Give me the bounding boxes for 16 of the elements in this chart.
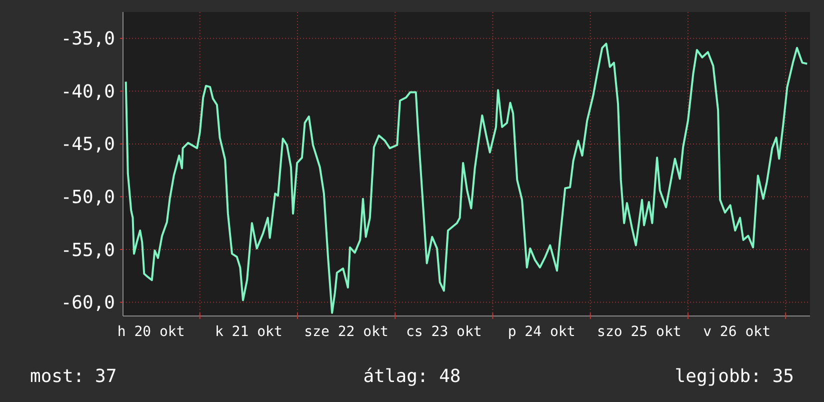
x-tick-label: cs 23 okt — [406, 324, 482, 340]
x-tick-label: k 21 okt — [214, 324, 282, 340]
x-tick-label: h 20 okt — [117, 324, 185, 340]
y-tick-label: -55,0 — [60, 240, 115, 261]
text: legjobb: 35 — [674, 366, 794, 387]
y-tick-label: -50,0 — [60, 187, 115, 208]
x-tick-label: sze 22 okt — [304, 324, 388, 340]
text: átlag: 48 — [363, 366, 461, 387]
x-tick-label: p 24 okt — [508, 324, 576, 340]
y-tick-label: -40,0 — [60, 81, 115, 102]
x-tick-label: v 26 okt — [703, 324, 771, 340]
x-tick-label: szo 25 okt — [597, 324, 682, 340]
y-tick-label: -60,0 — [60, 292, 115, 314]
text: most: 37 — [30, 366, 117, 387]
y-tick-label: -45,0 — [60, 134, 115, 156]
y-tick-label: -35,0 — [60, 28, 115, 50]
